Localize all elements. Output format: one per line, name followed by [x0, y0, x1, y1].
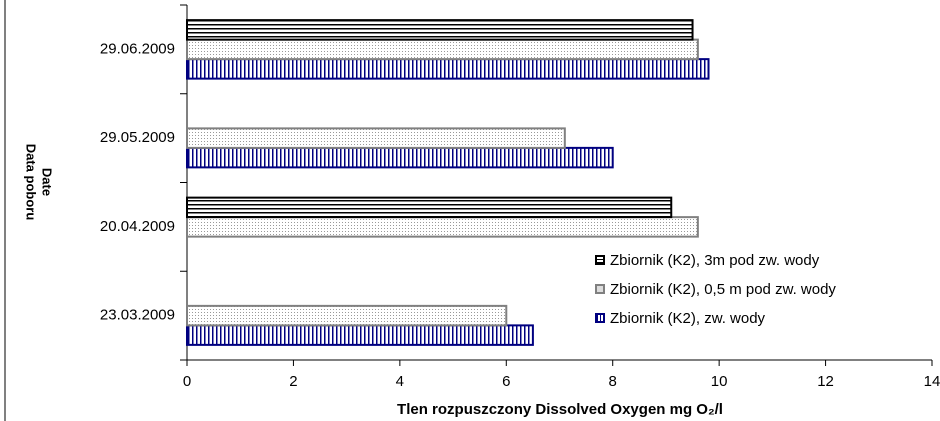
legend-swatch: [595, 255, 605, 265]
legend-label: Zbiornik (K2), 0,5 m pod zw. wody: [610, 281, 836, 298]
bar: [186, 304, 508, 327]
x-tick-label: 10: [711, 373, 728, 390]
bar: [186, 19, 694, 41]
bar: [186, 324, 534, 346]
y-axis-title: Date: [40, 168, 55, 196]
y-tick-label: 29.06.2009: [100, 40, 175, 57]
y-tick-label: 29.05.2009: [100, 129, 175, 146]
x-tick-label: 8: [609, 373, 617, 390]
legend-item: Zbiornik (K2), 3m pod zw. wody: [595, 252, 905, 269]
bar: [186, 58, 710, 80]
legend-item: Zbiornik (K2), zw. wody: [595, 310, 905, 327]
legend-label: Zbiornik (K2), 3m pod zw. wody: [610, 252, 820, 269]
x-tick-label: 4: [396, 373, 404, 390]
y-tick-label: 20.04.2009: [100, 218, 175, 235]
bar: [186, 216, 699, 238]
legend-swatch: [595, 284, 605, 294]
bar: [186, 127, 566, 149]
x-tick-label: 14: [924, 373, 940, 390]
legend: Zbiornik (K2), 3m pod zw. wody Zbiornik (…: [595, 252, 905, 339]
x-tick-label: 0: [183, 373, 191, 390]
x-tick-label: 2: [289, 373, 297, 390]
x-axis-title: Tlen rozpuszczony Dissolved Oxygen mg O₂…: [397, 401, 723, 418]
x-tick-label: 6: [502, 373, 510, 390]
legend-label: Zbiornik (K2), zw. wody: [610, 310, 766, 327]
bar: [186, 196, 673, 219]
y-axis-title: Data poboru: [24, 144, 39, 221]
y-tick-label: 23.03.2009: [100, 307, 175, 324]
bar: [186, 38, 699, 61]
legend-item: Zbiornik (K2), 0,5 m pod zw. wody: [595, 281, 905, 298]
bar: [186, 146, 614, 169]
legend-swatch: [595, 313, 605, 323]
x-tick-label: 12: [817, 373, 834, 390]
